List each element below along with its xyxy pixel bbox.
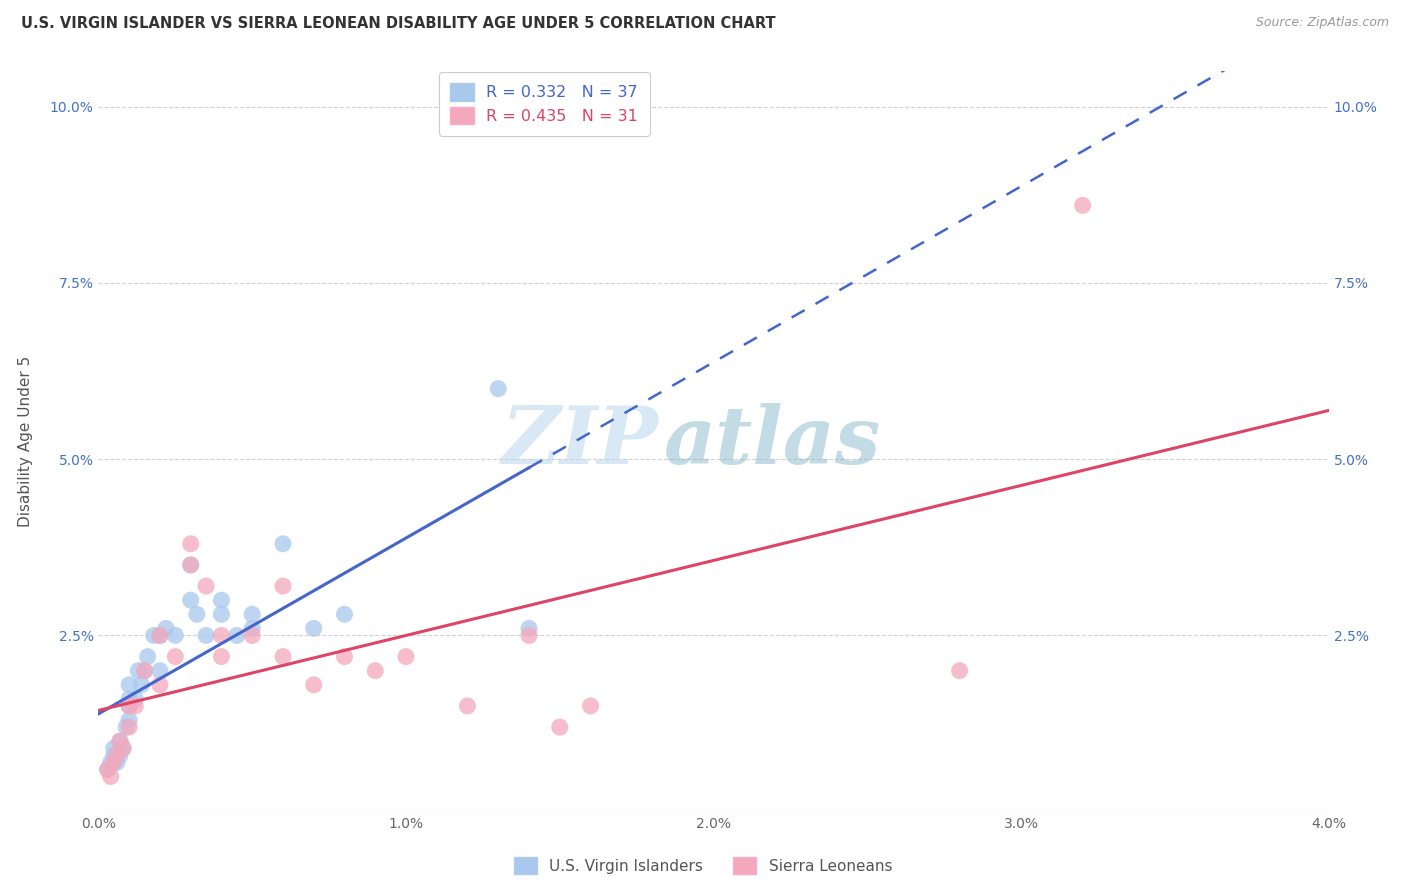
- Point: [105, 756, 128, 770]
- Point: [364, 664, 387, 678]
- Point: [211, 593, 233, 607]
- Point: [186, 607, 208, 622]
- Point: [456, 698, 478, 713]
- Point: [548, 720, 571, 734]
- Point: [240, 607, 263, 622]
- Point: [124, 698, 146, 713]
- Point: [112, 741, 135, 756]
- Point: [333, 607, 356, 622]
- Legend: R = 0.332   N = 37, R = 0.435   N = 31: R = 0.332 N = 37, R = 0.435 N = 31: [439, 72, 650, 136]
- Point: [97, 763, 120, 777]
- Point: [486, 382, 509, 396]
- Point: [134, 664, 156, 678]
- Point: [124, 692, 146, 706]
- Text: atlas: atlas: [665, 403, 882, 480]
- Point: [103, 748, 125, 763]
- Text: U.S. VIRGIN ISLANDER VS SIERRA LEONEAN DISABILITY AGE UNDER 5 CORRELATION CHART: U.S. VIRGIN ISLANDER VS SIERRA LEONEAN D…: [21, 16, 776, 31]
- Legend: U.S. Virgin Islanders, Sierra Leoneans: U.S. Virgin Islanders, Sierra Leoneans: [508, 851, 898, 880]
- Point: [118, 678, 141, 692]
- Point: [395, 649, 418, 664]
- Point: [103, 756, 125, 770]
- Point: [142, 628, 165, 642]
- Point: [131, 678, 153, 692]
- Text: Source: ZipAtlas.com: Source: ZipAtlas.com: [1256, 16, 1389, 29]
- Point: [579, 698, 602, 713]
- Point: [165, 649, 187, 664]
- Point: [149, 664, 172, 678]
- Point: [302, 678, 325, 692]
- Point: [134, 664, 156, 678]
- Point: [225, 628, 247, 642]
- Point: [149, 628, 172, 642]
- Point: [517, 628, 540, 642]
- Point: [211, 628, 233, 642]
- Point: [271, 579, 294, 593]
- Point: [180, 537, 202, 551]
- Point: [1071, 198, 1094, 212]
- Point: [118, 713, 141, 727]
- Point: [180, 593, 202, 607]
- Point: [195, 628, 218, 642]
- Point: [108, 748, 131, 763]
- Point: [271, 649, 294, 664]
- Point: [240, 628, 263, 642]
- Text: ZIP: ZIP: [502, 403, 658, 480]
- Point: [180, 558, 202, 572]
- Point: [136, 649, 159, 664]
- Point: [108, 734, 131, 748]
- Point: [271, 537, 294, 551]
- Point: [115, 720, 138, 734]
- Point: [97, 763, 120, 777]
- Point: [517, 621, 540, 635]
- Point: [949, 664, 972, 678]
- Point: [118, 692, 141, 706]
- Point: [100, 769, 122, 783]
- Point: [240, 621, 263, 635]
- Point: [302, 621, 325, 635]
- Point: [211, 607, 233, 622]
- Point: [100, 756, 122, 770]
- Point: [127, 664, 149, 678]
- Point: [180, 558, 202, 572]
- Point: [149, 678, 172, 692]
- Point: [211, 649, 233, 664]
- Y-axis label: Disability Age Under 5: Disability Age Under 5: [18, 356, 32, 527]
- Point: [112, 741, 135, 756]
- Point: [103, 741, 125, 756]
- Point: [108, 734, 131, 748]
- Point: [118, 698, 141, 713]
- Point: [149, 628, 172, 642]
- Point: [118, 698, 141, 713]
- Point: [333, 649, 356, 664]
- Point: [118, 720, 141, 734]
- Point: [165, 628, 187, 642]
- Point: [105, 748, 128, 763]
- Point: [155, 621, 177, 635]
- Point: [195, 579, 218, 593]
